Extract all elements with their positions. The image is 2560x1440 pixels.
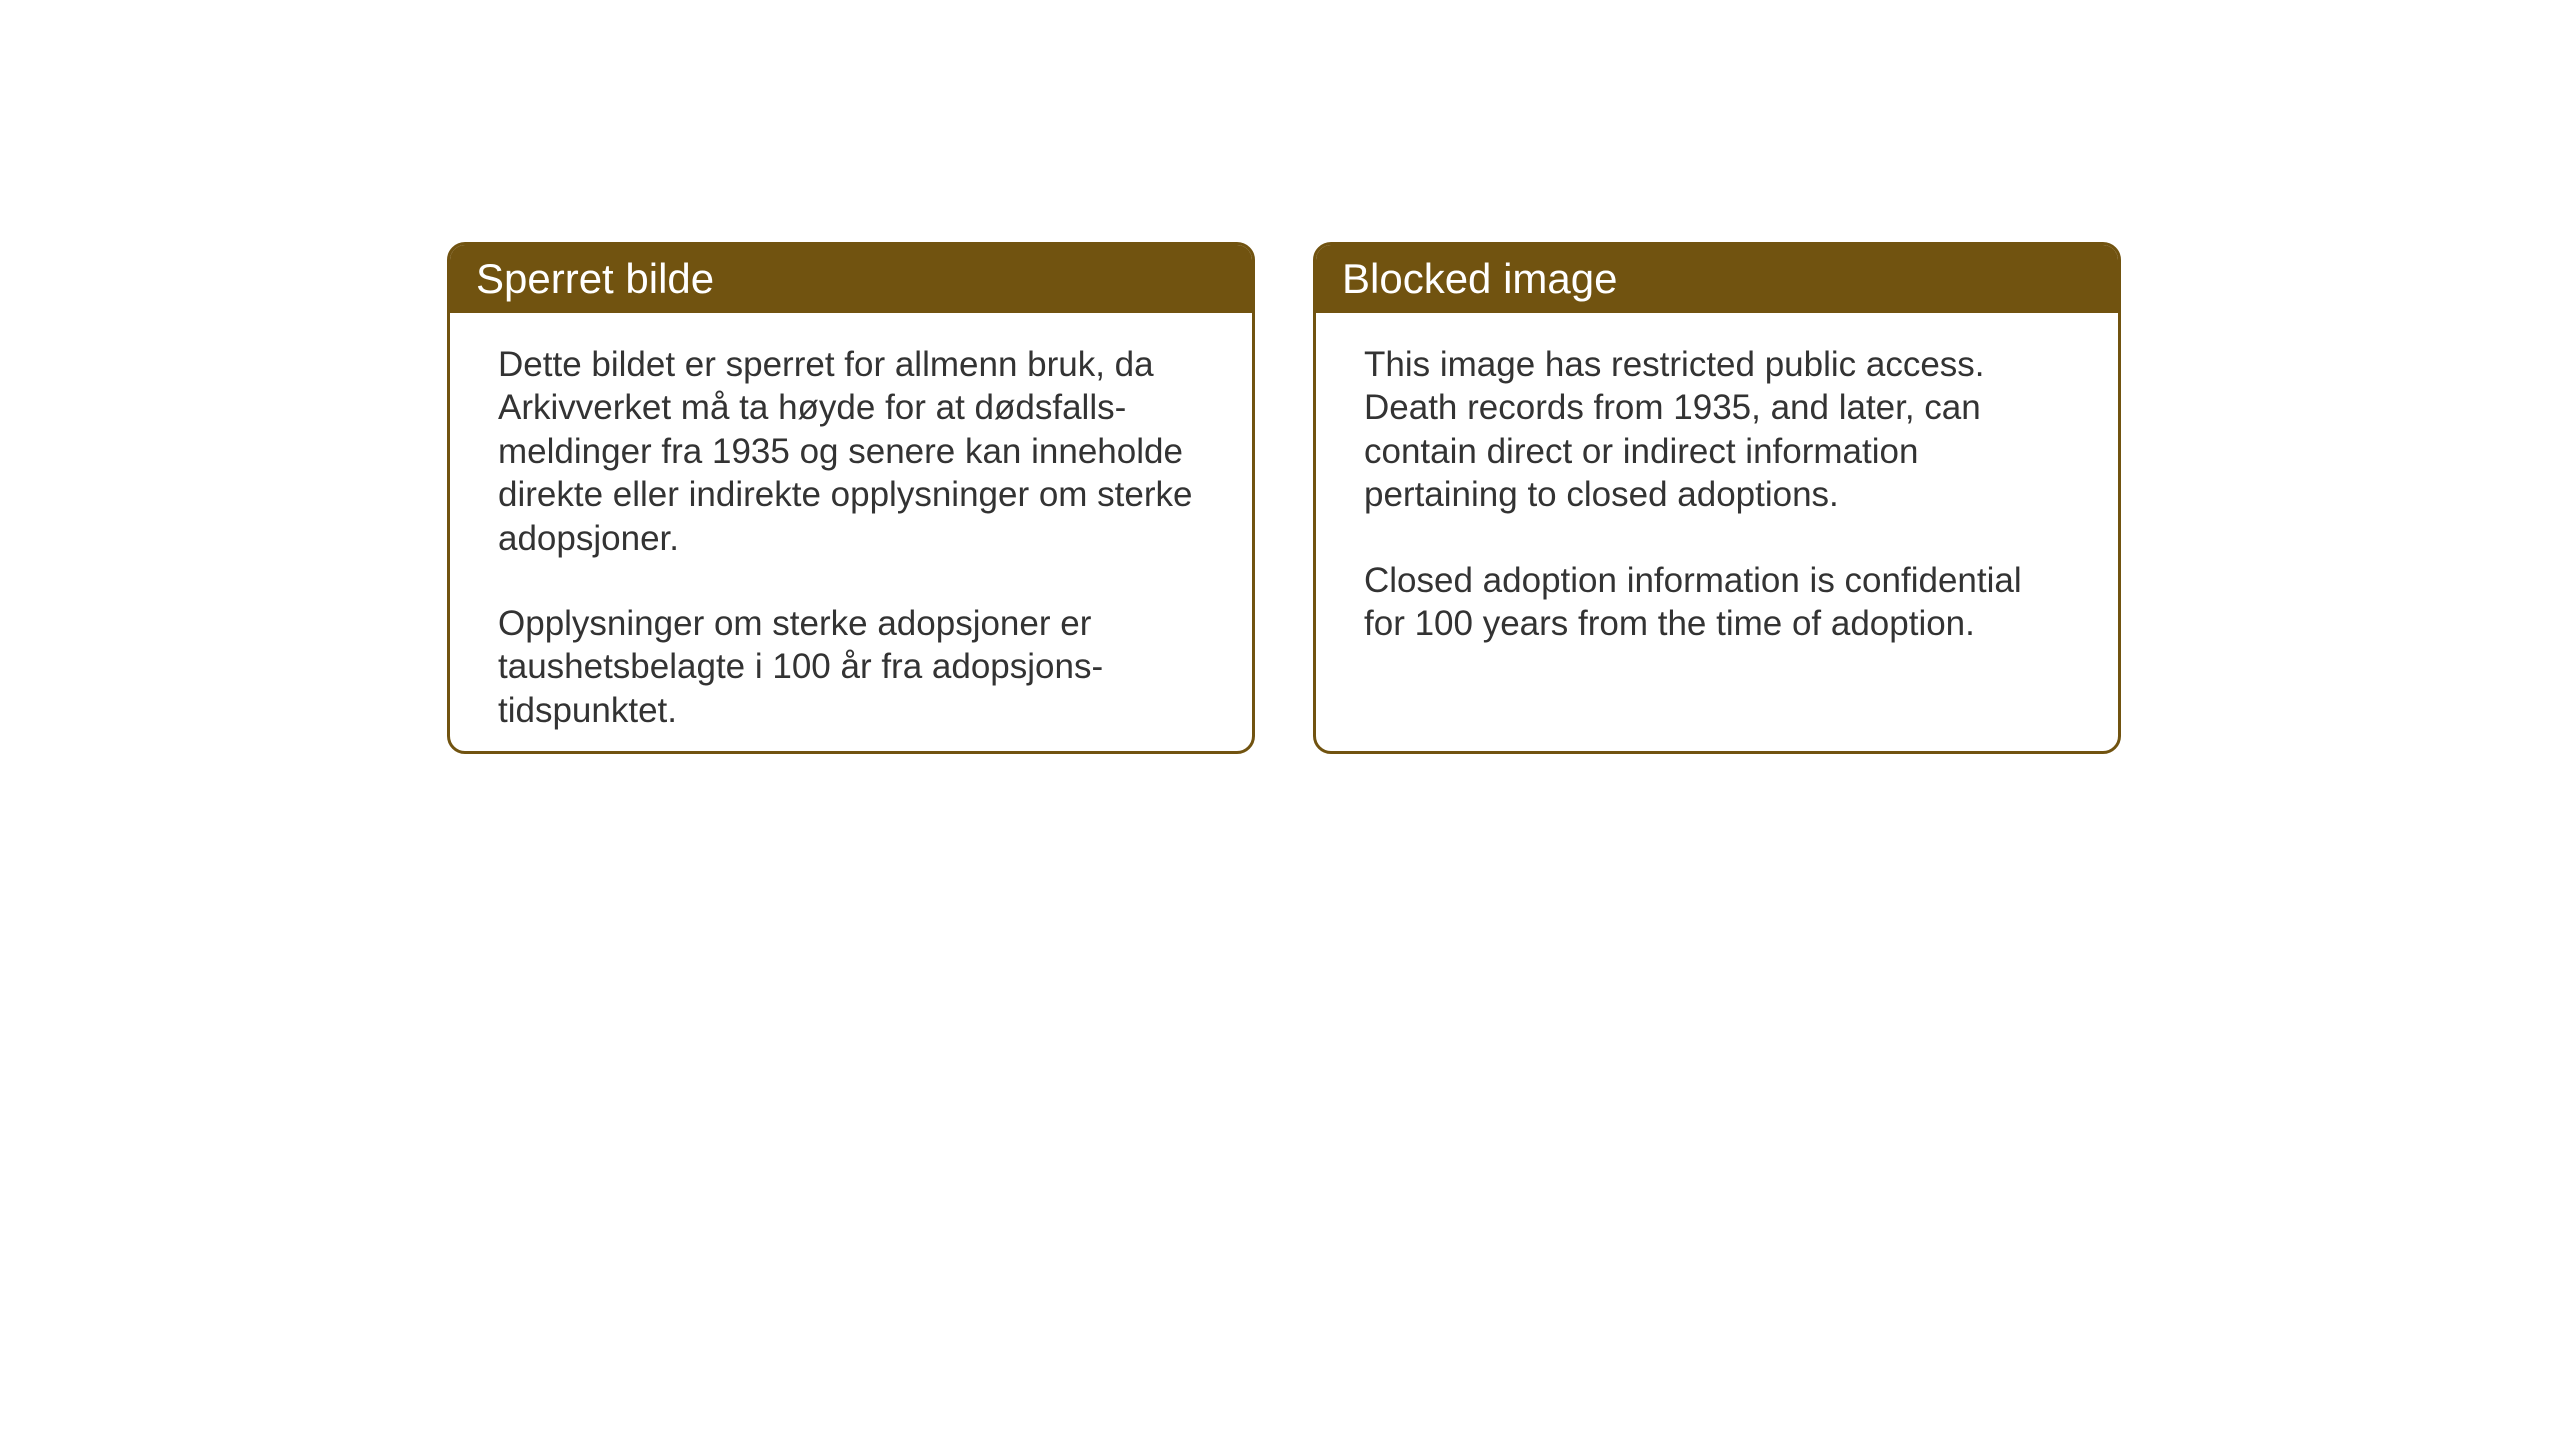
cards-container: Sperret bilde Dette bildet er sperret fo… xyxy=(447,242,2121,754)
norwegian-paragraph-2: Opplysninger om sterke adopsjoner er tau… xyxy=(498,602,1204,732)
english-card-title: Blocked image xyxy=(1342,255,1617,302)
english-card: Blocked image This image has restricted … xyxy=(1313,242,2121,754)
english-card-header: Blocked image xyxy=(1316,245,2118,313)
english-paragraph-1: This image has restricted public access.… xyxy=(1364,343,2070,517)
norwegian-card: Sperret bilde Dette bildet er sperret fo… xyxy=(447,242,1255,754)
english-paragraph-2: Closed adoption information is confident… xyxy=(1364,559,2070,646)
english-card-body: This image has restricted public access.… xyxy=(1316,313,2118,685)
norwegian-paragraph-1: Dette bildet er sperret for allmenn bruk… xyxy=(498,343,1204,560)
norwegian-card-title: Sperret bilde xyxy=(476,255,714,302)
norwegian-card-header: Sperret bilde xyxy=(450,245,1252,313)
norwegian-card-body: Dette bildet er sperret for allmenn bruk… xyxy=(450,313,1252,754)
